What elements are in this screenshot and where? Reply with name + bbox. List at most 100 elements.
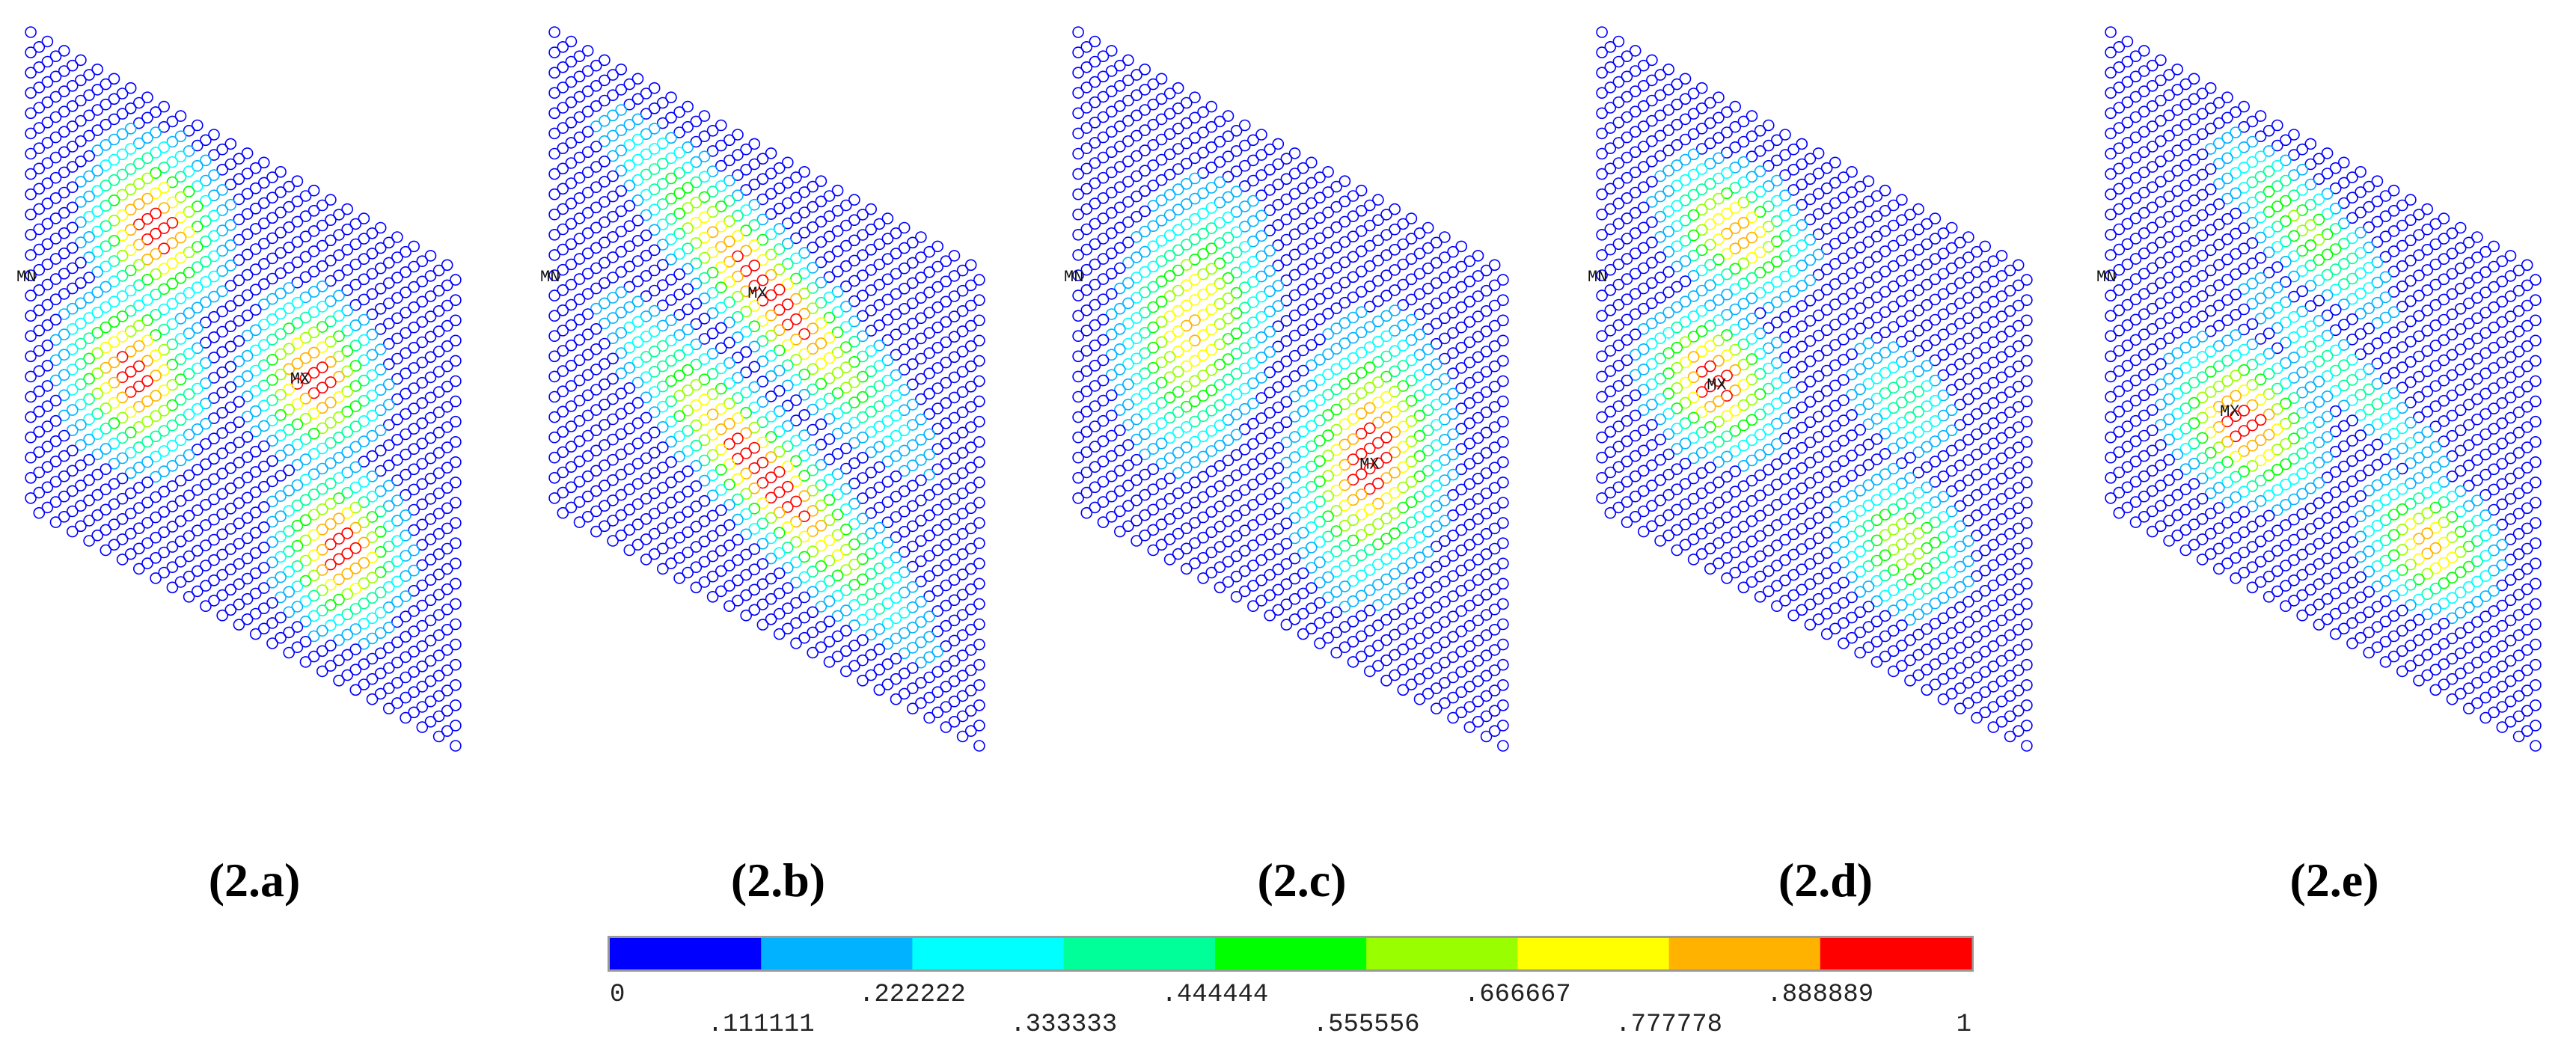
- lattice-cell: [424, 351, 437, 364]
- lattice-cell: [358, 334, 370, 346]
- lattice-cell: [67, 221, 79, 234]
- lattice-cell: [948, 371, 961, 384]
- lattice-cell: [1264, 143, 1276, 156]
- lattice-cell: [1163, 452, 1176, 465]
- lattice-cell: [416, 356, 429, 369]
- lattice-cell: [790, 354, 802, 366]
- lattice-cell: [1912, 325, 1925, 337]
- lattice-cell: [1838, 414, 1850, 426]
- lattice-cell: [1896, 538, 1908, 551]
- lattice-cell: [358, 233, 370, 245]
- lattice-cell: [1796, 604, 1808, 616]
- lattice-cell: [1654, 474, 1666, 486]
- lattice-cell: [1089, 461, 1101, 474]
- lattice-cell: [873, 521, 886, 534]
- lattice-cell: [823, 534, 836, 547]
- lattice-cell: [1305, 521, 1318, 533]
- lattice-cell: [1422, 505, 1434, 518]
- lattice-cell: [1937, 328, 1950, 341]
- lattice-cell: [216, 305, 229, 318]
- lattice-cell: [241, 168, 254, 180]
- lattice-cell: [124, 366, 137, 378]
- lattice-cell: [1820, 243, 1833, 255]
- graphene-lattice: [1072, 26, 1509, 752]
- lattice-cell: [865, 345, 878, 358]
- lattice-cell: [773, 384, 786, 397]
- lattice-cell: [67, 525, 79, 538]
- lattice-cell: [890, 268, 902, 280]
- lattice-cell: [1729, 546, 1741, 559]
- lattice-cell: [798, 247, 810, 259]
- lattice-cell: [1879, 326, 1891, 339]
- lattice-cell: [2012, 421, 2025, 433]
- lattice-cell: [1763, 261, 1775, 273]
- lattice-cell: [341, 588, 354, 601]
- lattice-cell: [166, 419, 179, 432]
- lattice-cell: [1314, 374, 1326, 386]
- lattice-cell: [607, 190, 619, 203]
- lattice-cell: [765, 491, 777, 504]
- lattice-cell: [249, 384, 262, 397]
- lattice-cell: [349, 643, 362, 655]
- lattice-cell: [565, 400, 578, 412]
- lattice-cell: [150, 390, 162, 402]
- lattice-cell: [1197, 390, 1209, 402]
- lattice-cell: [1838, 556, 1850, 569]
- lattice-cell: [1737, 358, 1750, 371]
- lattice-cell: [382, 560, 395, 573]
- lattice-cell: [1646, 277, 1658, 289]
- lattice-cell: [665, 274, 677, 286]
- lattice-cell: [631, 275, 644, 287]
- lattice-cell: [382, 236, 395, 249]
- lattice-cell: [316, 665, 328, 678]
- lattice-cell: [1314, 313, 1326, 325]
- lattice-cell: [91, 387, 103, 399]
- lattice-cell: [1879, 650, 1891, 663]
- lattice-cell: [1779, 149, 1791, 161]
- lattice-cell: [715, 565, 727, 577]
- lattice-cell: [1280, 476, 1293, 489]
- lattice-cell: [698, 373, 711, 386]
- lattice-cell: [831, 204, 844, 217]
- lattice-cell: [1447, 448, 1459, 461]
- lattice-cell: [257, 460, 270, 473]
- lattice-cell: [41, 278, 54, 291]
- lattice-cell: [275, 571, 287, 583]
- lattice-cell: [116, 452, 129, 465]
- lattice-cell: [275, 551, 287, 563]
- lattice-cell: [848, 396, 860, 408]
- lattice-cell: [1455, 423, 1468, 435]
- lattice-cell: [1372, 355, 1384, 368]
- lattice-cell: [1314, 333, 1326, 346]
- lattice-cell: [416, 599, 429, 612]
- lattice-cell: [432, 406, 445, 419]
- lattice-cell: [964, 259, 977, 272]
- lattice-cell: [1862, 256, 1875, 269]
- lattice-cell: [1896, 396, 1908, 408]
- lattice-cell: [748, 462, 761, 474]
- lattice-cell: [216, 427, 229, 439]
- lattice-cell: [1097, 394, 1110, 407]
- lattice-cell: [1105, 126, 1118, 138]
- lattice-cell: [1264, 508, 1276, 521]
- lattice-cell: [374, 647, 387, 660]
- lattice-cell: [432, 649, 445, 662]
- lattice-cell: [1397, 583, 1410, 595]
- lattice-cell: [1214, 541, 1226, 553]
- lattice-cell: [1497, 476, 1509, 488]
- lattice-cell: [1389, 426, 1401, 438]
- lattice-cell: [366, 308, 379, 321]
- lattice-cell: [715, 464, 727, 476]
- lattice-cell: [349, 501, 362, 514]
- lattice-cell: [424, 594, 437, 607]
- lattice-cell: [865, 527, 878, 539]
- lattice-cell: [366, 369, 379, 381]
- lattice-cell: [1372, 295, 1384, 307]
- lattice-cell: [224, 260, 237, 272]
- lattice-cell: [299, 230, 312, 243]
- lattice-cell: [973, 699, 985, 711]
- lattice-cell: [906, 297, 919, 310]
- lattice-cell: [299, 534, 312, 547]
- lattice-cell: [748, 300, 761, 312]
- lattice-cell: [150, 147, 162, 159]
